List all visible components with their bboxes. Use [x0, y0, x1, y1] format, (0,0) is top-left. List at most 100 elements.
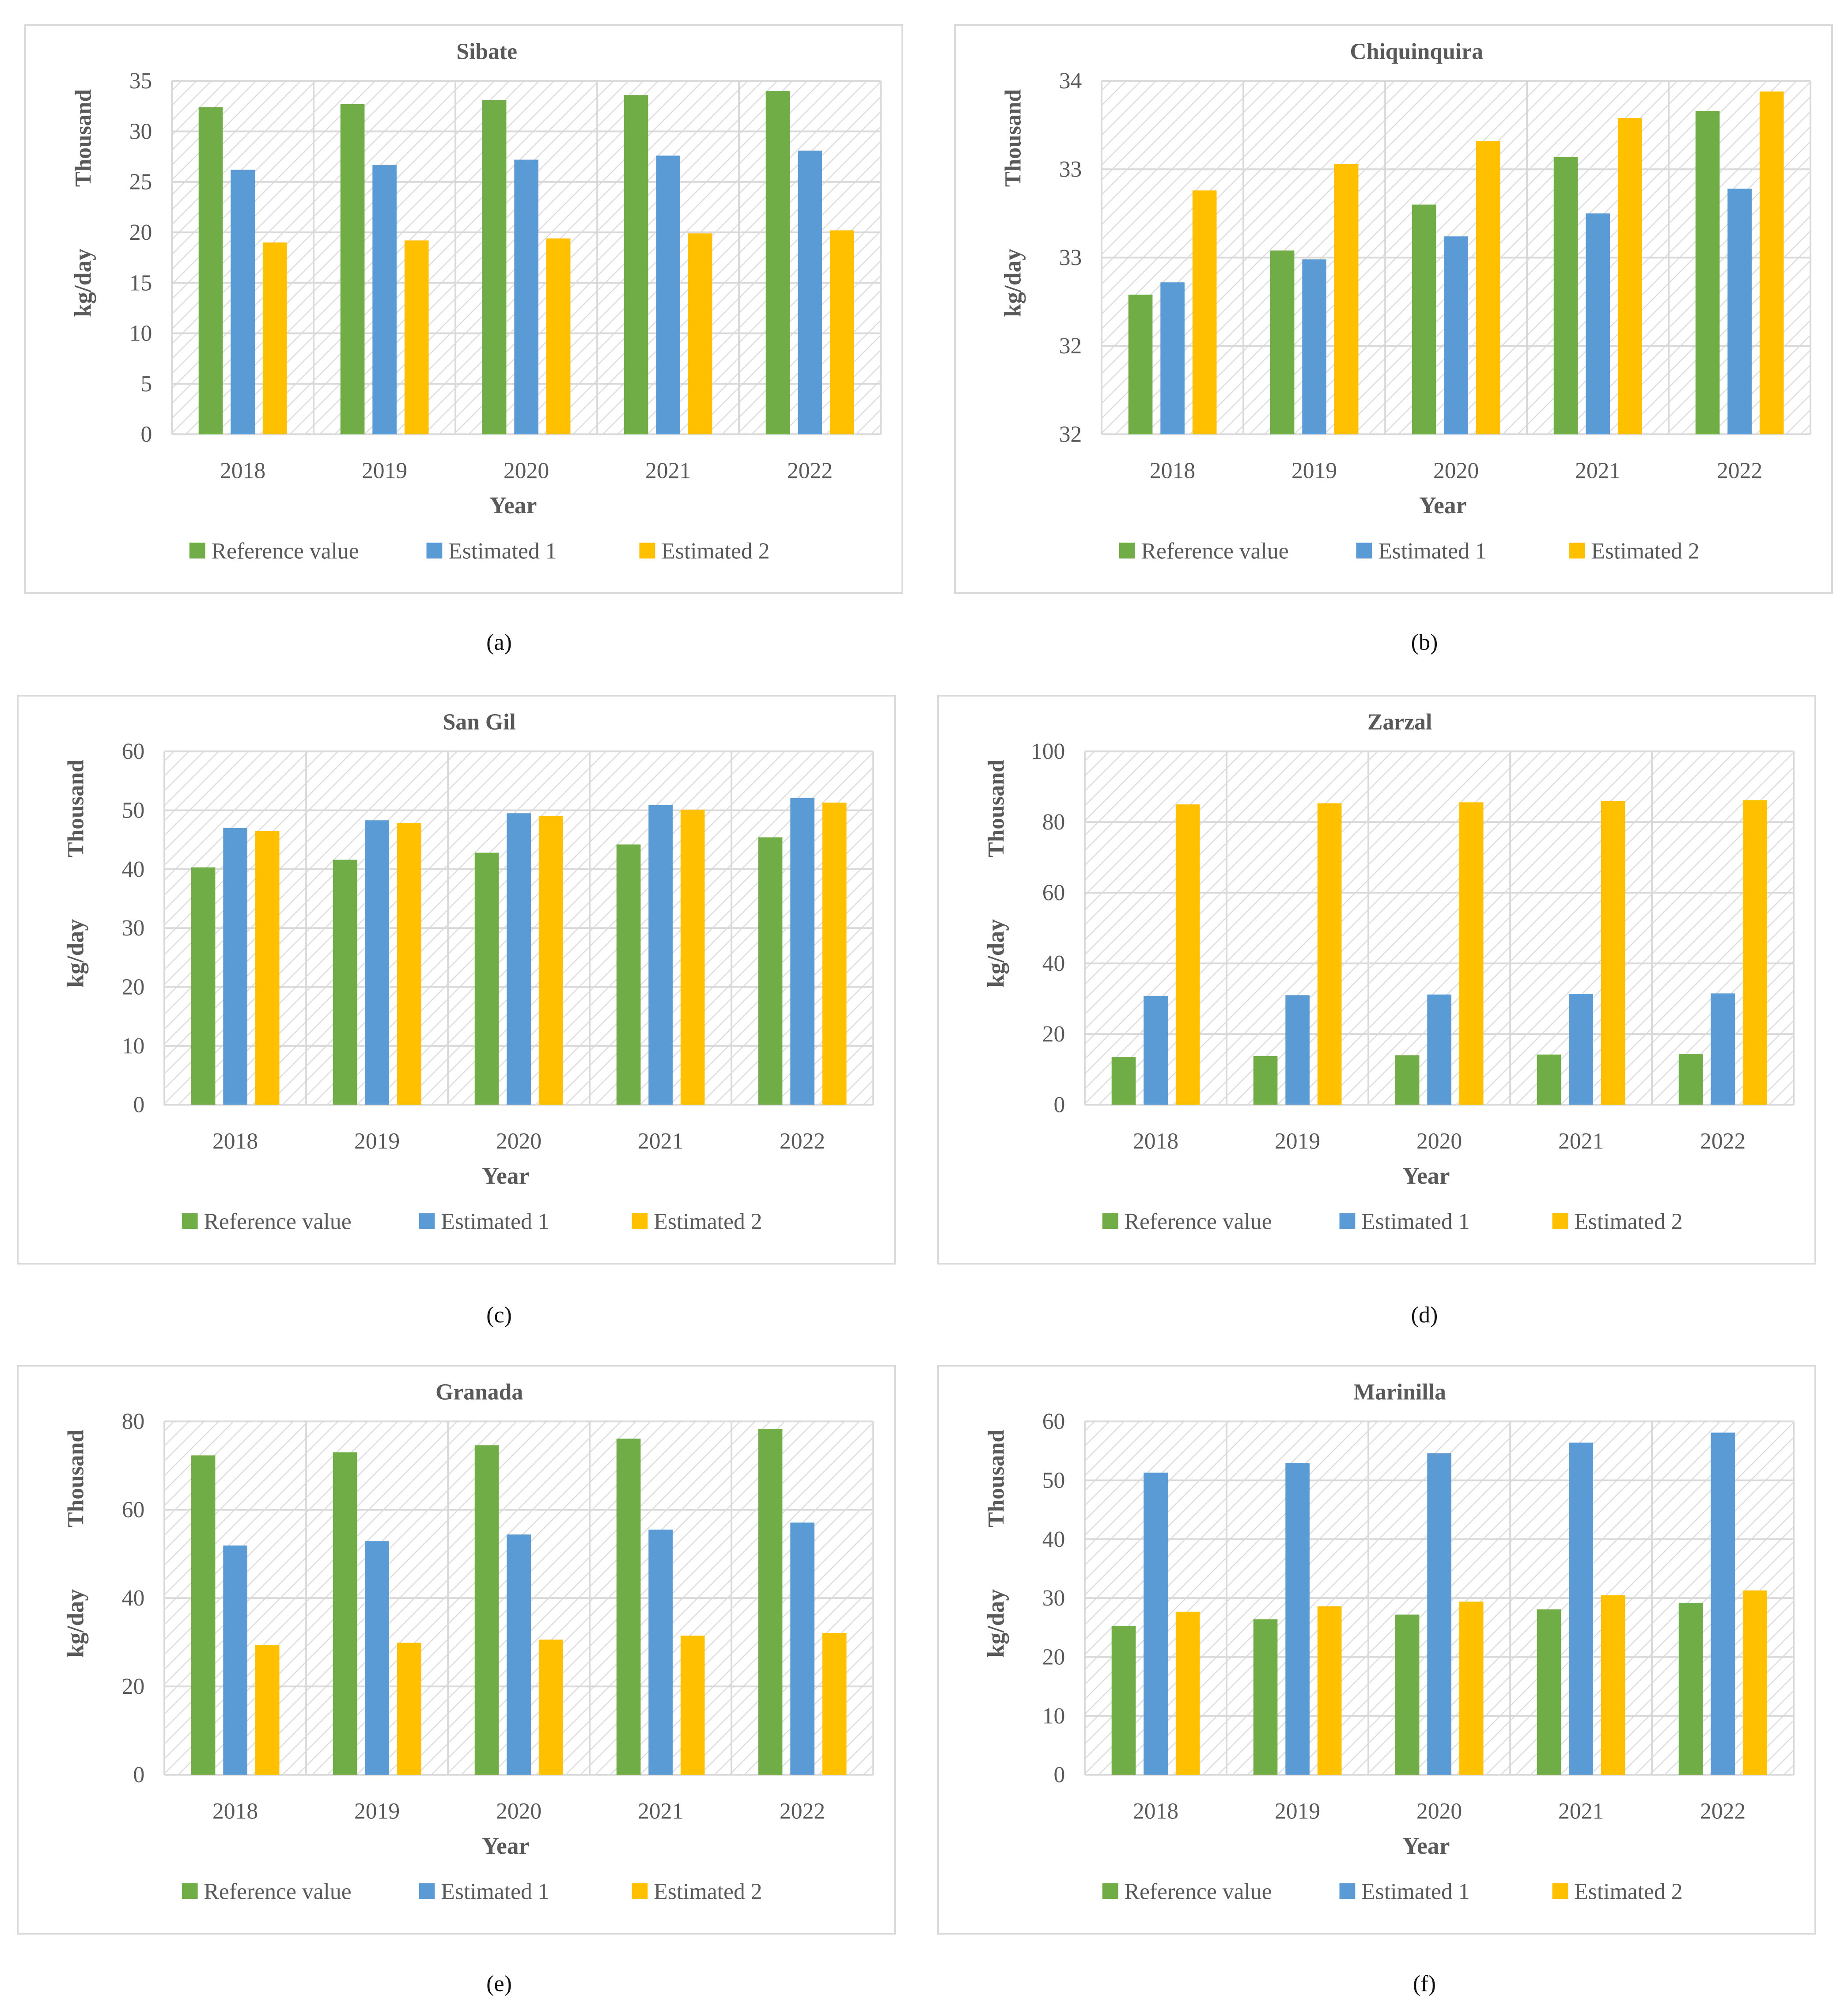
chart-title: Chiquinquira — [1350, 39, 1483, 64]
y-tick-label: 10 — [1042, 1704, 1065, 1729]
y-tick-label: 20 — [129, 220, 152, 245]
y-axis-label: kg/day — [999, 249, 1026, 317]
bar-estimated-1-2018 — [1160, 282, 1185, 435]
bar-estimated-2-2019 — [397, 1643, 421, 1775]
y-tick-label: 32 — [1059, 422, 1082, 447]
legend-swatch-estimated-1 — [1339, 1213, 1356, 1229]
bar-estimated-1-2020 — [507, 1534, 531, 1775]
legend-swatch-reference-value — [1102, 1883, 1118, 1899]
bar-estimated-2-2018 — [1175, 1611, 1200, 1775]
bar-estimated-2-2020 — [538, 1640, 563, 1775]
y-axis-label: kg/day — [62, 919, 88, 988]
bar-estimated-2-2020 — [546, 238, 571, 435]
legend-label-estimated-1: Estimated 1 — [441, 1879, 549, 1904]
x-tick-label: 2019 — [362, 458, 407, 484]
y-unit-label: Thousand — [984, 1430, 1009, 1527]
bar-reference-value-2018 — [191, 867, 216, 1105]
bar-reference-value-2019 — [1270, 250, 1295, 435]
chart-panel-marinilla: 0 10 20 30 40 50 60 2018 2019 2020 2021 2022 Marinil… — [937, 1365, 1816, 1935]
y-unit-label: Thousand — [1000, 89, 1026, 187]
bar-estimated-2-2018 — [1192, 190, 1217, 435]
x-tick-label: 2021 — [1558, 1129, 1604, 1154]
y-tick-label: 33 — [1059, 157, 1082, 182]
bar-reference-value-2018 — [1128, 295, 1153, 435]
bar-estimated-1-2022 — [798, 150, 822, 435]
y-tick-label: 0 — [1054, 1762, 1065, 1787]
y-tick-label: 60 — [122, 1497, 145, 1522]
legend-label-estimated-1: Estimated 1 — [1378, 538, 1486, 564]
y-tick-label: 30 — [122, 916, 145, 941]
y-tick-label: 30 — [1042, 1586, 1065, 1611]
bar-estimated-1-2021 — [648, 805, 673, 1105]
bar-reference-value-2021 — [1537, 1609, 1561, 1775]
bar-estimated-2-2021 — [680, 810, 705, 1105]
x-tick-label: 2021 — [645, 458, 691, 484]
bar-estimated-1-2021 — [648, 1530, 673, 1775]
y-tick-label: 40 — [122, 857, 145, 882]
bar-reference-value-2022 — [765, 91, 790, 435]
chart-svg: 0 10 20 30 40 50 60 2018 2019 2020 2021 2022 San Gil… — [62, 710, 875, 1234]
bar-reference-value-2018 — [198, 107, 223, 435]
bar-estimated-2-2022 — [829, 230, 854, 435]
x-tick-label: 2019 — [1275, 1799, 1320, 1824]
y-tick-label: 20 — [122, 1674, 145, 1699]
legend-swatch-estimated-1 — [426, 542, 443, 559]
legend-label-reference-value: Reference value — [204, 1209, 352, 1234]
y-tick-label: 5 — [141, 371, 152, 397]
legend-label-reference-value: Reference value — [212, 538, 359, 564]
bar-estimated-1-2019 — [365, 1541, 389, 1775]
chart-title: Zarzal — [1367, 710, 1432, 735]
bar-estimated-1-2019 — [365, 820, 389, 1105]
bar-estimated-2-2019 — [1317, 1606, 1342, 1775]
bar-estimated-2-2018 — [262, 242, 287, 435]
x-tick-label: 2018 — [1150, 458, 1195, 484]
bar-estimated-1-2019 — [1285, 995, 1310, 1105]
y-tick-label: 30 — [129, 119, 152, 144]
bar-estimated-2-2018 — [1175, 804, 1200, 1105]
y-tick-label: 0 — [141, 422, 152, 447]
bar-reference-value-2021 — [616, 1439, 641, 1775]
chart-svg: 0 20 40 60 80 100 2018 2019 2020 2021 2022 Zarzal Ye… — [982, 710, 1795, 1234]
x-tick-label: 2020 — [1416, 1129, 1462, 1154]
bar-estimated-1-2021 — [1569, 994, 1593, 1105]
bar-estimated-1-2018 — [1144, 996, 1168, 1105]
bar-estimated-2-2022 — [1742, 800, 1767, 1105]
x-tick-label: 2019 — [354, 1129, 400, 1154]
x-tick-label: 2020 — [496, 1799, 542, 1824]
y-tick-label: 0 — [133, 1092, 145, 1117]
chart-panel-chiquinquira: 32 32 33 33 34 2018 2019 2020 2021 2022 Chiquinqui… — [954, 24, 1833, 594]
bar-estimated-2-2021 — [1601, 801, 1625, 1105]
legend-swatch-estimated-2 — [1569, 542, 1585, 559]
x-tick-label: 2018 — [212, 1129, 258, 1154]
bar-estimated-2-2021 — [688, 233, 712, 435]
y-tick-label: 80 — [1042, 810, 1065, 835]
bar-estimated-2-2019 — [1317, 803, 1342, 1105]
y-tick-label: 20 — [1042, 1022, 1065, 1047]
bar-reference-value-2021 — [1553, 157, 1578, 435]
x-axis-label: Year — [482, 1163, 529, 1189]
y-tick-label: 20 — [1042, 1644, 1065, 1670]
chart-title: Marinilla — [1353, 1380, 1446, 1405]
bar-estimated-2-2021 — [1601, 1595, 1625, 1775]
y-tick-label: 40 — [1042, 951, 1065, 976]
legend-swatch-estimated-2 — [632, 1883, 648, 1899]
legend-swatch-estimated-2 — [1552, 1213, 1568, 1229]
chart-title: Granada — [435, 1380, 523, 1405]
bar-reference-value-2021 — [1537, 1054, 1561, 1105]
chart-panel-sibate: 0 5 10 15 20 25 30 35 2018 2019 2020 2021 2022 Sibate… — [24, 24, 903, 594]
legend-label-reference-value: Reference value — [204, 1879, 352, 1904]
legend-label-estimated-2: Estimated 2 — [654, 1209, 762, 1234]
legend-swatch-estimated-1 — [419, 1883, 435, 1899]
legend-swatch-estimated-1 — [1356, 542, 1372, 559]
y-tick-label: 60 — [1042, 880, 1065, 905]
y-tick-label: 25 — [129, 170, 152, 195]
legend-label-estimated-2: Estimated 2 — [661, 538, 769, 564]
chart-panel-zarzal: 0 20 40 60 80 100 2018 2019 2020 2021 2022 Zarzal Ye… — [937, 695, 1816, 1265]
bar-reference-value-2022 — [758, 837, 783, 1105]
y-tick-label: 15 — [129, 270, 152, 295]
y-tick-label: 80 — [122, 1409, 145, 1434]
bar-estimated-1-2021 — [1586, 213, 1610, 435]
legend-swatch-estimated-1 — [1339, 1883, 1356, 1899]
x-tick-label: 2018 — [212, 1799, 258, 1824]
y-axis-label: kg/day — [982, 1589, 1009, 1658]
